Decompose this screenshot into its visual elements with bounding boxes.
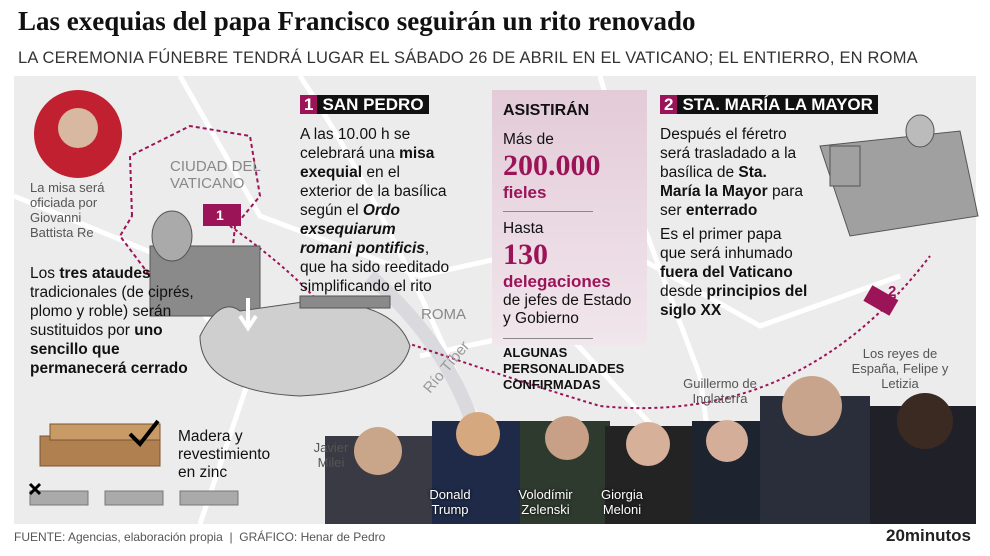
celebrant-caption: La misa será oficiada por Giovanni Batti… bbox=[30, 180, 105, 240]
text-run: ASISTIRÁN bbox=[503, 102, 590, 119]
brand: 20minutos bbox=[886, 526, 972, 545]
text-run: 2 bbox=[660, 95, 678, 114]
text-run: Los bbox=[30, 265, 60, 282]
section2-heading: 2 STA. MARÍA LA MAYOR bbox=[660, 95, 878, 115]
map-marker-1: 1 bbox=[216, 207, 224, 223]
text-run: ALGUNAS PERSONALIDADES CONFIRMADAS bbox=[503, 345, 625, 392]
material-text: Madera y revestimiento en zinc bbox=[178, 428, 271, 481]
attendance-panel bbox=[492, 90, 647, 345]
text-run: , que ha sido reeditado simplificando el… bbox=[300, 240, 450, 295]
person-name: Los reyes de España, Felipe y Letizia bbox=[851, 346, 949, 391]
person-name: Javier Milei bbox=[313, 440, 349, 470]
person-name: Volodímir Zelenski bbox=[518, 487, 573, 517]
text-run: STA. MARÍA LA MAYOR bbox=[677, 95, 878, 114]
text-run: SAN PEDRO bbox=[317, 95, 429, 114]
attendance: ASISTIRÁN Más de 200.000 fieles Hasta 13… bbox=[503, 100, 643, 393]
text-run: para ser bbox=[660, 183, 804, 219]
vatican-label: CIUDAD DEL VATICANO bbox=[170, 158, 261, 192]
text-run: fieles bbox=[503, 183, 547, 202]
text-run: desde bbox=[660, 283, 707, 300]
text-run: Más de bbox=[503, 131, 554, 148]
text-run: tradicionales (de ciprés, plomo y roble)… bbox=[30, 284, 194, 339]
section1-heading: 1 SAN PEDRO bbox=[300, 95, 429, 115]
section2-text1: Después el féretro será trasladado a la … bbox=[660, 125, 810, 220]
text-run: 130 bbox=[503, 238, 548, 271]
text-run: 1 bbox=[300, 95, 318, 114]
text-run: en el exterior de la basílica según el bbox=[300, 164, 447, 219]
map-marker-2: 2 bbox=[888, 283, 896, 300]
text-run: Sta. María la Mayor bbox=[660, 164, 768, 200]
text-run: A las 10.00 h se celebrará una bbox=[300, 126, 411, 162]
text-run: Después el féretro será trasladado a la … bbox=[660, 126, 797, 181]
title: Las exequias del papa Francisco seguirán… bbox=[18, 6, 696, 36]
coffins-text: Los tres ataudes tradicionales (de cipré… bbox=[30, 264, 200, 378]
text-run: principios del siglo XX bbox=[660, 283, 808, 319]
text-run: Hasta bbox=[503, 220, 544, 237]
footer-source: FUENTE: Agencias, elaboración propia | G… bbox=[14, 530, 386, 544]
person-name: Giorgia Meloni bbox=[601, 487, 643, 517]
text-run: 200.000 bbox=[503, 149, 601, 182]
section2-text2: Es el primer papa que será inhumado fuer… bbox=[660, 225, 810, 320]
text-run: uno sencillo que permanecerá cerrado bbox=[30, 322, 188, 377]
text-run: Es el primer papa que será inhumado bbox=[660, 226, 793, 262]
text-run: delegaciones bbox=[503, 272, 611, 291]
rome-label: ROMA bbox=[421, 306, 466, 323]
section1-text: A las 10.00 h se celebrará una misa exeq… bbox=[300, 125, 450, 296]
text-run: misa exequial bbox=[300, 145, 435, 181]
text-run: tres ataudes bbox=[59, 265, 151, 282]
subtitle: LA CEREMONIA FÚNEBRE TENDRÁ LUGAR EL SÁB… bbox=[18, 49, 918, 67]
text-run: enterrado bbox=[685, 202, 758, 219]
text-run: fuera del Vaticano bbox=[660, 264, 793, 281]
person-name: Donald Trump bbox=[429, 487, 471, 517]
person-name: Guillermo de Inglaterra bbox=[683, 376, 757, 406]
text-run: Ordo exsequiarum romani pontificis bbox=[300, 202, 425, 257]
text-run: de jefes de Estado y Gobierno bbox=[503, 292, 632, 327]
